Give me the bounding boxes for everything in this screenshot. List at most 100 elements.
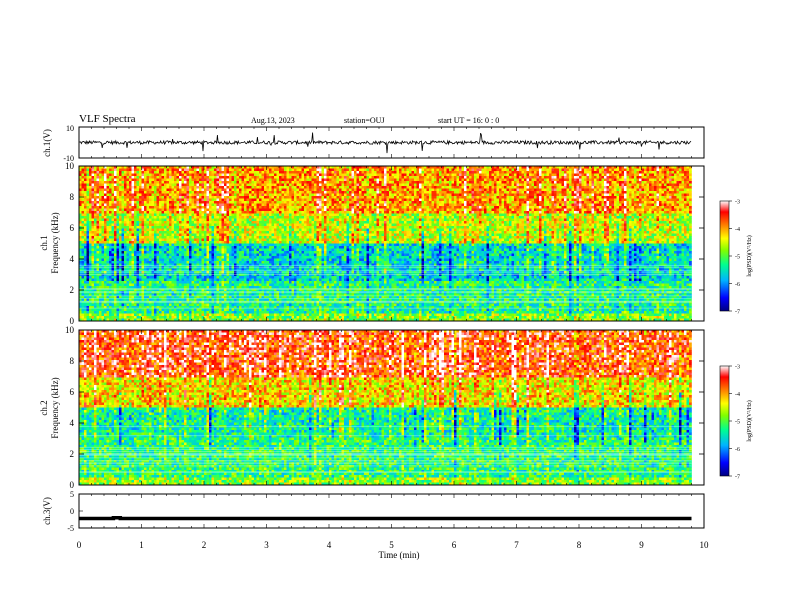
- heatmap-cell: [274, 249, 277, 252]
- heatmap-cell: [212, 276, 215, 279]
- heatmap-cell: [242, 231, 245, 234]
- heatmap-cell: [109, 231, 112, 234]
- heatmap-cell: [84, 224, 87, 227]
- heatmap-cell: [227, 259, 230, 262]
- heatmap-cell: [189, 174, 192, 177]
- heatmap-cell: [84, 209, 87, 212]
- heatmap-cell: [117, 226, 120, 229]
- heatmap-cell: [157, 194, 160, 197]
- heatmap-cell: [234, 261, 237, 264]
- heatmap-cell: [254, 234, 257, 237]
- heatmap-cell: [249, 304, 252, 307]
- heatmap-cell: [242, 259, 245, 262]
- heatmap-cell: [149, 174, 152, 177]
- heatmap-cell: [182, 189, 185, 192]
- heatmap-cell: [87, 231, 90, 234]
- heatmap-cell: [177, 316, 180, 319]
- heatmap-cell: [204, 169, 207, 172]
- heatmap-cell: [92, 194, 95, 197]
- heatmap-cell: [97, 204, 100, 207]
- heatmap-cell: [234, 251, 237, 254]
- heatmap-cell: [179, 251, 182, 254]
- heatmap-cell: [262, 189, 265, 192]
- heatmap-cell: [224, 299, 227, 302]
- heatmap-cell: [147, 199, 150, 202]
- heatmap-cell: [177, 264, 180, 267]
- heatmap-cell: [227, 276, 230, 279]
- heatmap-cell: [134, 256, 137, 259]
- heatmap-cell: [244, 209, 247, 212]
- heatmap-cell: [142, 179, 145, 182]
- heatmap-cell: [92, 199, 95, 202]
- heatmap-cell: [262, 239, 265, 242]
- heatmap-cell: [224, 174, 227, 177]
- heatmap-cell: [257, 306, 260, 309]
- heatmap-cell: [169, 194, 172, 197]
- heatmap-cell: [124, 231, 127, 234]
- heatmap-cell: [262, 231, 265, 234]
- heatmap-cell: [249, 189, 252, 192]
- heatmap-cell: [274, 204, 277, 207]
- heatmap-cell: [199, 289, 202, 292]
- heatmap-cell: [159, 256, 162, 259]
- heatmap-cell: [174, 216, 177, 219]
- heatmap-cell: [209, 199, 212, 202]
- heatmap-cell: [164, 266, 167, 269]
- heatmap-cell: [219, 209, 222, 212]
- heatmap-cell: [182, 239, 185, 242]
- heatmap-cell: [189, 271, 192, 274]
- heatmap-cell: [109, 224, 112, 227]
- heatmap-cell: [82, 179, 85, 182]
- heatmap-cell: [127, 256, 130, 259]
- heatmap-cell: [147, 259, 150, 262]
- heatmap-cell: [164, 306, 167, 309]
- heatmap-cell: [242, 284, 245, 287]
- heatmap-cell: [242, 189, 245, 192]
- heatmap-cell: [199, 179, 202, 182]
- heatmap-cell: [237, 251, 240, 254]
- heatmap-cell: [274, 216, 277, 219]
- heatmap-cell: [237, 191, 240, 194]
- heatmap-cell: [134, 314, 137, 317]
- heatmap-cell: [112, 191, 115, 194]
- heatmap-cell: [202, 201, 205, 204]
- heatmap-cell: [197, 184, 200, 187]
- heatmap-cell: [137, 256, 140, 259]
- heatmap-cell: [122, 274, 125, 277]
- heatmap-cell: [99, 286, 102, 289]
- heatmap-cell: [92, 314, 95, 317]
- heatmap-cell: [124, 224, 127, 227]
- heatmap-cell: [274, 181, 277, 184]
- heatmap-cell: [89, 236, 92, 239]
- heatmap-cell: [272, 176, 275, 179]
- heatmap-cell: [197, 281, 200, 284]
- heatmap-cell: [247, 286, 250, 289]
- heatmap-cell: [209, 176, 212, 179]
- heatmap-cell: [197, 201, 200, 204]
- heatmap-cell: [262, 244, 265, 247]
- heatmap-cell: [159, 271, 162, 274]
- heatmap-cell: [194, 181, 197, 184]
- heatmap-cell: [92, 226, 95, 229]
- heatmap-cell: [87, 229, 90, 232]
- heatmap-cell: [197, 239, 200, 242]
- heatmap-cell: [267, 284, 270, 287]
- heatmap-cell: [202, 299, 205, 302]
- heatmap-cell: [119, 271, 122, 274]
- heatmap-cell: [149, 191, 152, 194]
- heatmap-cell: [222, 284, 225, 287]
- heatmap-cell: [129, 169, 132, 172]
- heatmap-cell: [157, 271, 160, 274]
- heatmap-cell: [124, 209, 127, 212]
- heatmap-cell: [104, 306, 107, 309]
- heatmap-cell: [257, 176, 260, 179]
- heatmap-cell: [172, 226, 175, 229]
- heatmap-cell: [234, 231, 237, 234]
- heatmap-cell: [197, 211, 200, 214]
- heatmap-cell: [124, 239, 127, 242]
- heatmap-cell: [182, 256, 185, 259]
- heatmap-cell: [147, 201, 150, 204]
- heatmap-cell: [242, 226, 245, 229]
- heatmap-cell: [187, 179, 190, 182]
- heatmap-cell: [89, 316, 92, 319]
